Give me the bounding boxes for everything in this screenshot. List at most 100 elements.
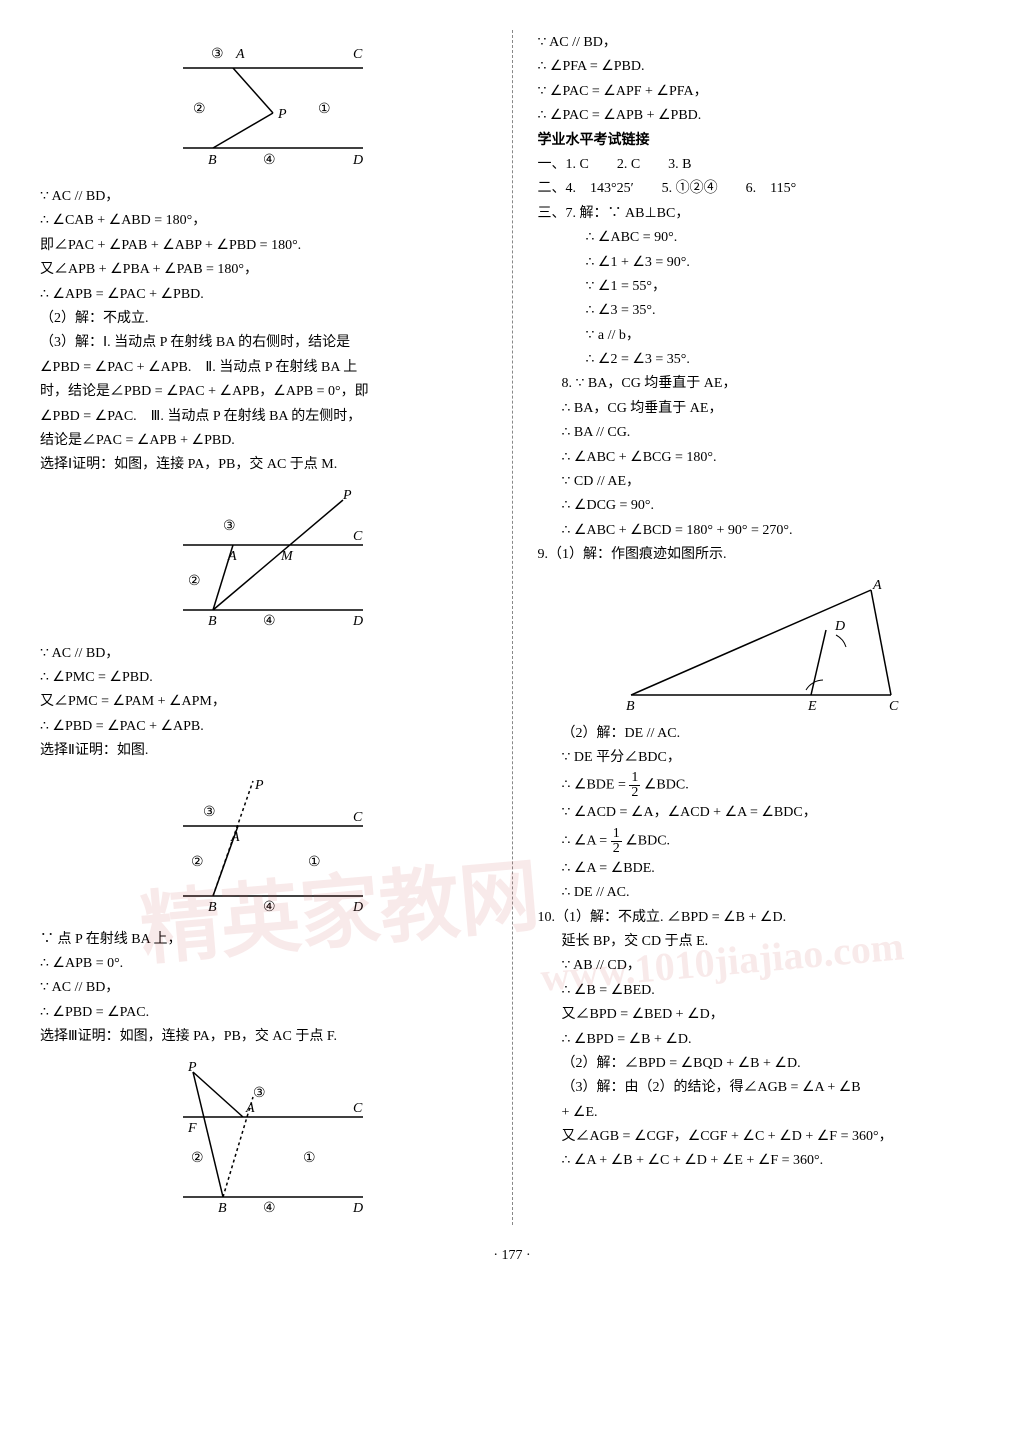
proof-line: ∴ ∠A = 12 ∠BDC.: [538, 827, 985, 856]
proof-line: ∵ ∠1 = 55°，: [538, 276, 985, 298]
svg-text:①: ①: [303, 1151, 316, 1166]
svg-text:③: ③: [203, 805, 216, 820]
svg-text:②: ②: [191, 855, 204, 870]
svg-text:A: A: [230, 830, 240, 845]
svg-text:③: ③: [223, 519, 236, 534]
svg-text:C: C: [353, 1101, 363, 1116]
proof-line: ∴ ∠ABC + ∠BCG = 180°.: [538, 447, 985, 469]
svg-text:E: E: [807, 699, 817, 714]
svg-text:D: D: [352, 614, 363, 629]
proof-line: ∵ AC // BD，: [40, 643, 487, 665]
proof-line: 即∠PAC + ∠PAB + ∠ABP + ∠PBD = 180°.: [40, 235, 487, 257]
svg-text:P: P: [187, 1060, 197, 1075]
proof-line: 延长 BP，交 CD 于点 E.: [538, 931, 985, 953]
proof-line: 结论是∠PAC = ∠APB + ∠PBD.: [40, 430, 487, 452]
proof-line: ∵ CD // AE，: [538, 471, 985, 493]
svg-text:F: F: [187, 1121, 197, 1136]
proof-line: ∴ BA，CG 均垂直于 AE，: [538, 398, 985, 420]
svg-text:P: P: [342, 488, 352, 503]
svg-text:A: A: [245, 1101, 255, 1116]
svg-text:A: A: [227, 549, 237, 564]
proof-line: （2）解：DE // AC.: [538, 723, 985, 745]
page-container: 精英家教网 www.1010jiajiao.com ③ A C ② P ① B …: [40, 30, 984, 1267]
svg-text:C: C: [353, 47, 363, 62]
proof-line: ∴ ∠CAB + ∠ABD = 180°，: [40, 210, 487, 232]
svg-text:B: B: [208, 153, 217, 168]
svg-text:B: B: [218, 1201, 227, 1216]
proof-line: ∴ ∠PAC = ∠APB + ∠PBD.: [538, 105, 985, 127]
svg-text:④: ④: [263, 614, 276, 629]
proof-line: 选择Ⅰ证明：如图，连接 PA，PB，交 AC 于点 M.: [40, 454, 487, 476]
proof-line: （2）解：∠BPD = ∠BQD + ∠B + ∠D.: [538, 1053, 985, 1075]
svg-text:D: D: [834, 619, 845, 634]
proof-line: ∴ ∠PFA = ∠PBD.: [538, 56, 985, 78]
proof-line: ∵ ∠PAC = ∠APF + ∠PFA，: [538, 81, 985, 103]
svg-text:P: P: [254, 778, 264, 793]
proof-line: ∴ ∠BPD = ∠B + ∠D.: [538, 1029, 985, 1051]
proof-line: ∵ ∠ACD = ∠A，∠ACD + ∠A = ∠BDC，: [538, 802, 985, 824]
diagram-3: ③ P A C ② ① B ④ D: [143, 771, 383, 921]
svg-text:A: A: [235, 47, 245, 62]
svg-text:②: ②: [193, 102, 206, 117]
fraction: 12: [629, 771, 640, 800]
proof-line: 时，结论是∠PBD = ∠PAC + ∠APB，∠APB = 0°，即: [40, 381, 487, 403]
proof-line: ∴ ∠APB = ∠PAC + ∠PBD.: [40, 284, 487, 306]
proof-line: 8. ∵ BA，CG 均垂直于 AE，: [538, 373, 985, 395]
answer-line: 一、1. C 2. C 3. B: [538, 154, 985, 176]
proof-line: ∴ ∠2 = ∠3 = 35°.: [538, 349, 985, 371]
proof-line: ∵ AC // BD，: [40, 186, 487, 208]
proof-line: 9.（1）解：作图痕迹如图所示.: [538, 544, 985, 566]
right-column: ∵ AC // BD， ∴ ∠PFA = ∠PBD. ∵ ∠PAC = ∠APF…: [538, 30, 985, 1225]
svg-text:④: ④: [263, 153, 276, 168]
proof-line: （2）解：不成立.: [40, 308, 487, 330]
proof-line: ∴ ∠B = ∠BED.: [538, 980, 985, 1002]
proof-line: （3）解：由（2）的结论，得∠AGB = ∠A + ∠B: [538, 1077, 985, 1099]
text-fragment: ∴ ∠A =: [562, 833, 611, 848]
proof-line: ∴ ∠ABC + ∠BCD = 180° + 90° = 270°.: [538, 520, 985, 542]
proof-line: ∴ ∠PBD = ∠PAC.: [40, 1002, 487, 1024]
proof-line: ∵ AC // BD，: [40, 977, 487, 999]
svg-text:M: M: [280, 549, 294, 564]
proof-line: ∴ ∠PMC = ∠PBD.: [40, 667, 487, 689]
svg-text:D: D: [352, 1201, 363, 1216]
proof-line: ∴ ∠APB = 0°.: [40, 953, 487, 975]
svg-text:P: P: [277, 107, 287, 122]
svg-text:B: B: [626, 699, 635, 714]
proof-line: 又∠APB + ∠PBA + ∠PAB = 180°，: [40, 259, 487, 281]
proof-line: ∴ ∠ABC = 90°.: [538, 227, 985, 249]
proof-line: （3）解：Ⅰ. 当动点 P 在射线 BA 的右侧时，结论是: [40, 332, 487, 354]
proof-line: ∴ ∠BDE = 12 ∠BDC.: [538, 771, 985, 800]
proof-line: ∵ DE 平分∠BDC，: [538, 747, 985, 769]
proof-line: ∴ ∠1 + ∠3 = 90°.: [538, 252, 985, 274]
svg-text:①: ①: [318, 102, 331, 117]
svg-text:D: D: [352, 153, 363, 168]
answer-line: 三、7. 解：∵ AB⊥BC，: [538, 203, 985, 225]
proof-line: 选择Ⅱ证明：如图.: [40, 740, 487, 762]
svg-text:④: ④: [263, 1201, 276, 1216]
proof-line: ∵ 点 P 在射线 BA 上，: [40, 929, 487, 951]
svg-text:④: ④: [263, 900, 276, 915]
diagram-5: A D B E C: [611, 575, 911, 715]
proof-line: ∴ ∠A + ∠B + ∠C + ∠D + ∠E + ∠F = 360°.: [538, 1150, 985, 1172]
proof-line: ∠PBD = ∠PAC + ∠APB. Ⅱ. 当动点 P 在射线 BA 上: [40, 357, 487, 379]
svg-text:B: B: [208, 614, 217, 629]
svg-text:①: ①: [308, 855, 321, 870]
proof-line: ∴ ∠3 = 35°.: [538, 300, 985, 322]
two-column-layout: ③ A C ② P ① B ④ D ∵ AC // BD， ∴ ∠CAB + ∠…: [40, 30, 984, 1225]
proof-line: + ∠E.: [538, 1102, 985, 1124]
diagram-4: P ③ F A C ② ① B ④ D: [143, 1057, 383, 1217]
proof-line: 又∠PMC = ∠PAM + ∠APM，: [40, 691, 487, 713]
section-heading: 学业水平考试链接: [538, 130, 985, 152]
diagram-2: ③ P A M C ② B ④ D: [143, 485, 383, 635]
proof-line: 又∠AGB = ∠CGF，∠CGF + ∠C + ∠D + ∠F = 360°，: [538, 1126, 985, 1148]
proof-line: ∠PBD = ∠PAC. Ⅲ. 当动点 P 在射线 BA 的左侧时，: [40, 406, 487, 428]
diagram-1: ③ A C ② P ① B ④ D: [143, 38, 383, 178]
answer-line: 二、4. 143°25′ 5. ①②④ 6. 115°: [538, 178, 985, 200]
svg-text:C: C: [353, 529, 363, 544]
proof-line: ∴ ∠A = ∠BDE.: [538, 858, 985, 880]
svg-text:C: C: [353, 810, 363, 825]
proof-line: ∴ DE // AC.: [538, 882, 985, 904]
svg-text:②: ②: [188, 574, 201, 589]
proof-line: 10.（1）解：不成立. ∠BPD = ∠B + ∠D.: [538, 907, 985, 929]
proof-line: ∵ AB // CD，: [538, 955, 985, 977]
